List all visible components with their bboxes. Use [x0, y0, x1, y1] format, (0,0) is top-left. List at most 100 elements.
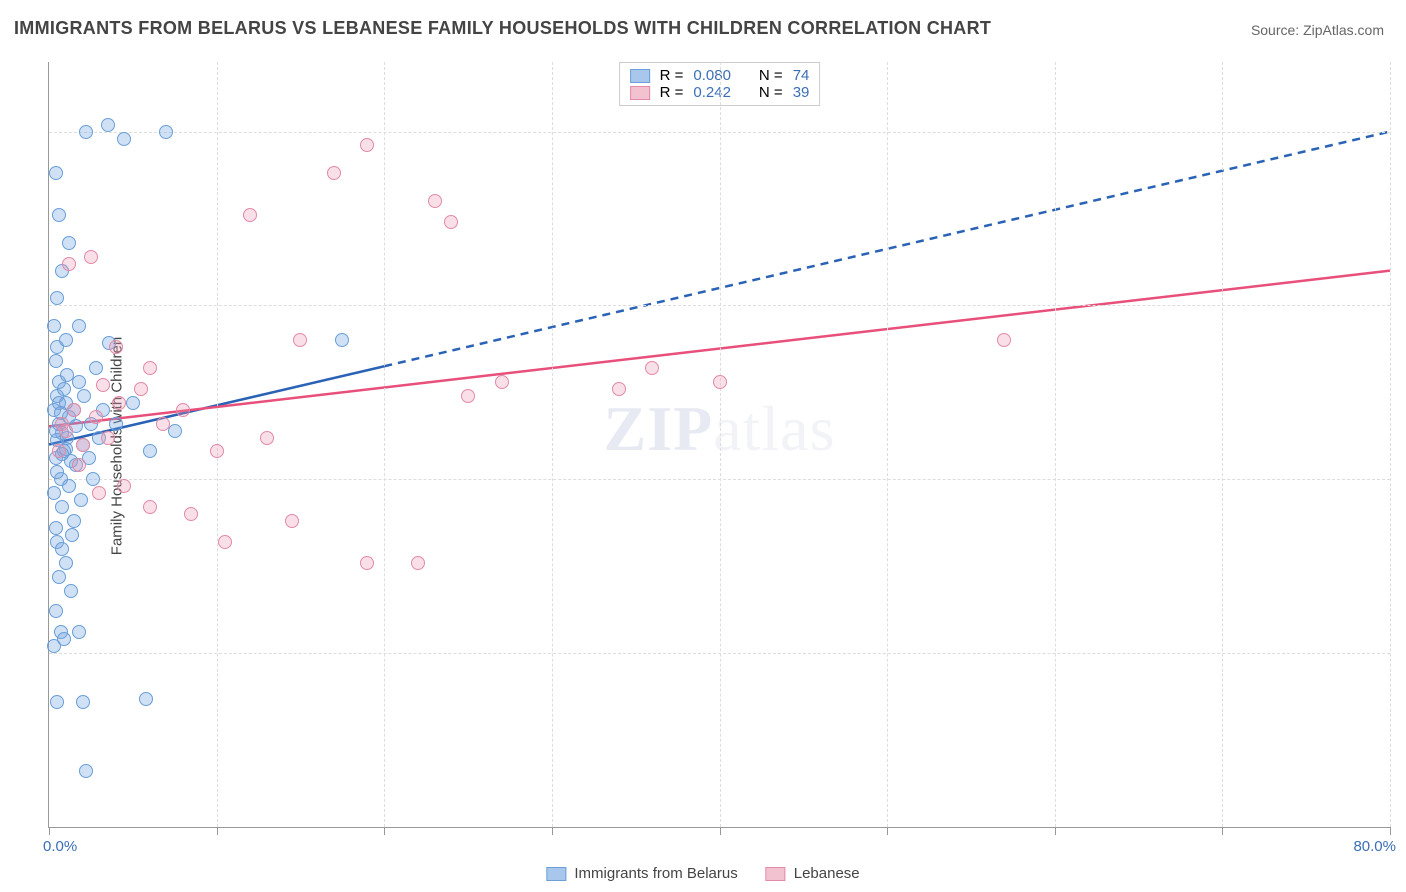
- scatter-point-belarus: [79, 764, 93, 778]
- scatter-point-lebanese: [143, 361, 157, 375]
- x-min-label: 0.0%: [43, 838, 77, 855]
- scatter-point-belarus: [49, 354, 63, 368]
- scatter-point-belarus: [57, 632, 71, 646]
- scatter-point-lebanese: [360, 138, 374, 152]
- scatter-point-lebanese: [72, 458, 86, 472]
- x-tick: [1055, 827, 1056, 835]
- stats-r-label: R =: [660, 84, 684, 101]
- scatter-point-lebanese: [143, 500, 157, 514]
- legend-swatch-icon: [630, 86, 650, 100]
- legend-item-belarus: Immigrants from Belarus: [546, 865, 737, 882]
- stats-n-label: N =: [759, 67, 783, 84]
- stats-r-value: 0.080: [693, 67, 731, 84]
- legend-label: Immigrants from Belarus: [574, 865, 737, 882]
- legend-label: Lebanese: [794, 865, 860, 882]
- scatter-point-belarus: [67, 514, 81, 528]
- scatter-point-lebanese: [411, 556, 425, 570]
- scatter-point-lebanese: [184, 507, 198, 521]
- scatter-point-lebanese: [713, 375, 727, 389]
- scatter-point-belarus: [52, 208, 66, 222]
- source-prefix: Source:: [1251, 22, 1303, 38]
- stats-n-value: 74: [793, 67, 810, 84]
- gridline-vertical: [1055, 62, 1056, 827]
- scatter-point-lebanese: [327, 166, 341, 180]
- scatter-point-lebanese: [461, 389, 475, 403]
- x-tick: [1390, 827, 1391, 835]
- scatter-point-belarus: [76, 695, 90, 709]
- scatter-point-lebanese: [101, 431, 115, 445]
- scatter-point-lebanese: [176, 403, 190, 417]
- scatter-point-belarus: [49, 521, 63, 535]
- scatter-point-lebanese: [112, 396, 126, 410]
- scatter-point-lebanese: [428, 194, 442, 208]
- scatter-point-lebanese: [360, 556, 374, 570]
- scatter-point-belarus: [72, 625, 86, 639]
- scatter-point-belarus: [52, 570, 66, 584]
- scatter-point-lebanese: [134, 382, 148, 396]
- scatter-point-lebanese: [285, 514, 299, 528]
- scatter-point-lebanese: [997, 333, 1011, 347]
- scatter-point-lebanese: [52, 444, 66, 458]
- x-tick: [49, 827, 50, 835]
- scatter-point-belarus: [47, 319, 61, 333]
- scatter-point-belarus: [50, 465, 64, 479]
- scatter-point-lebanese: [444, 215, 458, 229]
- gridline-vertical: [1222, 62, 1223, 827]
- scatter-point-belarus: [109, 417, 123, 431]
- source-label: Source: ZipAtlas.com: [1251, 22, 1384, 38]
- scatter-point-lebanese: [243, 208, 257, 222]
- legend-bottom: Immigrants from Belarus Lebanese: [546, 865, 859, 882]
- scatter-point-belarus: [55, 500, 69, 514]
- source-value: ZipAtlas.com: [1303, 22, 1384, 38]
- scatter-point-belarus: [49, 166, 63, 180]
- scatter-point-belarus: [126, 396, 140, 410]
- stats-n-value: 39: [793, 84, 810, 101]
- x-tick: [1222, 827, 1223, 835]
- x-tick: [887, 827, 888, 835]
- scatter-point-belarus: [50, 291, 64, 305]
- scatter-point-belarus: [65, 528, 79, 542]
- scatter-point-belarus: [72, 319, 86, 333]
- scatter-point-belarus: [101, 118, 115, 132]
- scatter-point-belarus: [335, 333, 349, 347]
- scatter-point-belarus: [72, 375, 86, 389]
- scatter-point-lebanese: [96, 378, 110, 392]
- x-tick: [720, 827, 721, 835]
- scatter-point-belarus: [57, 382, 71, 396]
- scatter-point-belarus: [86, 472, 100, 486]
- stats-r-value: 0.242: [693, 84, 731, 101]
- legend-swatch-icon: [766, 867, 786, 881]
- scatter-point-lebanese: [218, 535, 232, 549]
- scatter-point-lebanese: [55, 417, 69, 431]
- watermark-atlas: atlas: [713, 393, 835, 464]
- scatter-point-lebanese: [156, 417, 170, 431]
- gridline-vertical: [384, 62, 385, 827]
- x-tick: [384, 827, 385, 835]
- scatter-point-belarus: [49, 604, 63, 618]
- scatter-point-belarus: [74, 493, 88, 507]
- scatter-point-belarus: [77, 389, 91, 403]
- scatter-point-belarus: [62, 236, 76, 250]
- scatter-point-belarus: [64, 584, 78, 598]
- stats-r-label: R =: [660, 67, 684, 84]
- legend-swatch-icon: [630, 69, 650, 83]
- scatter-point-lebanese: [293, 333, 307, 347]
- watermark-zip: ZIP: [604, 393, 714, 464]
- scatter-point-belarus: [117, 132, 131, 146]
- scatter-point-belarus: [139, 692, 153, 706]
- scatter-point-belarus: [59, 333, 73, 347]
- scatter-point-lebanese: [89, 410, 103, 424]
- scatter-point-belarus: [55, 542, 69, 556]
- scatter-point-belarus: [59, 556, 73, 570]
- scatter-point-belarus: [143, 444, 157, 458]
- chart-container: IMMIGRANTS FROM BELARUS VS LEBANESE FAMI…: [0, 0, 1406, 892]
- scatter-point-lebanese: [612, 382, 626, 396]
- gridline-vertical: [887, 62, 888, 827]
- chart-title: IMMIGRANTS FROM BELARUS VS LEBANESE FAMI…: [14, 18, 991, 39]
- scatter-point-belarus: [50, 695, 64, 709]
- scatter-point-lebanese: [76, 438, 90, 452]
- scatter-point-lebanese: [62, 257, 76, 271]
- scatter-point-lebanese: [210, 444, 224, 458]
- scatter-point-belarus: [47, 486, 61, 500]
- scatter-point-lebanese: [92, 486, 106, 500]
